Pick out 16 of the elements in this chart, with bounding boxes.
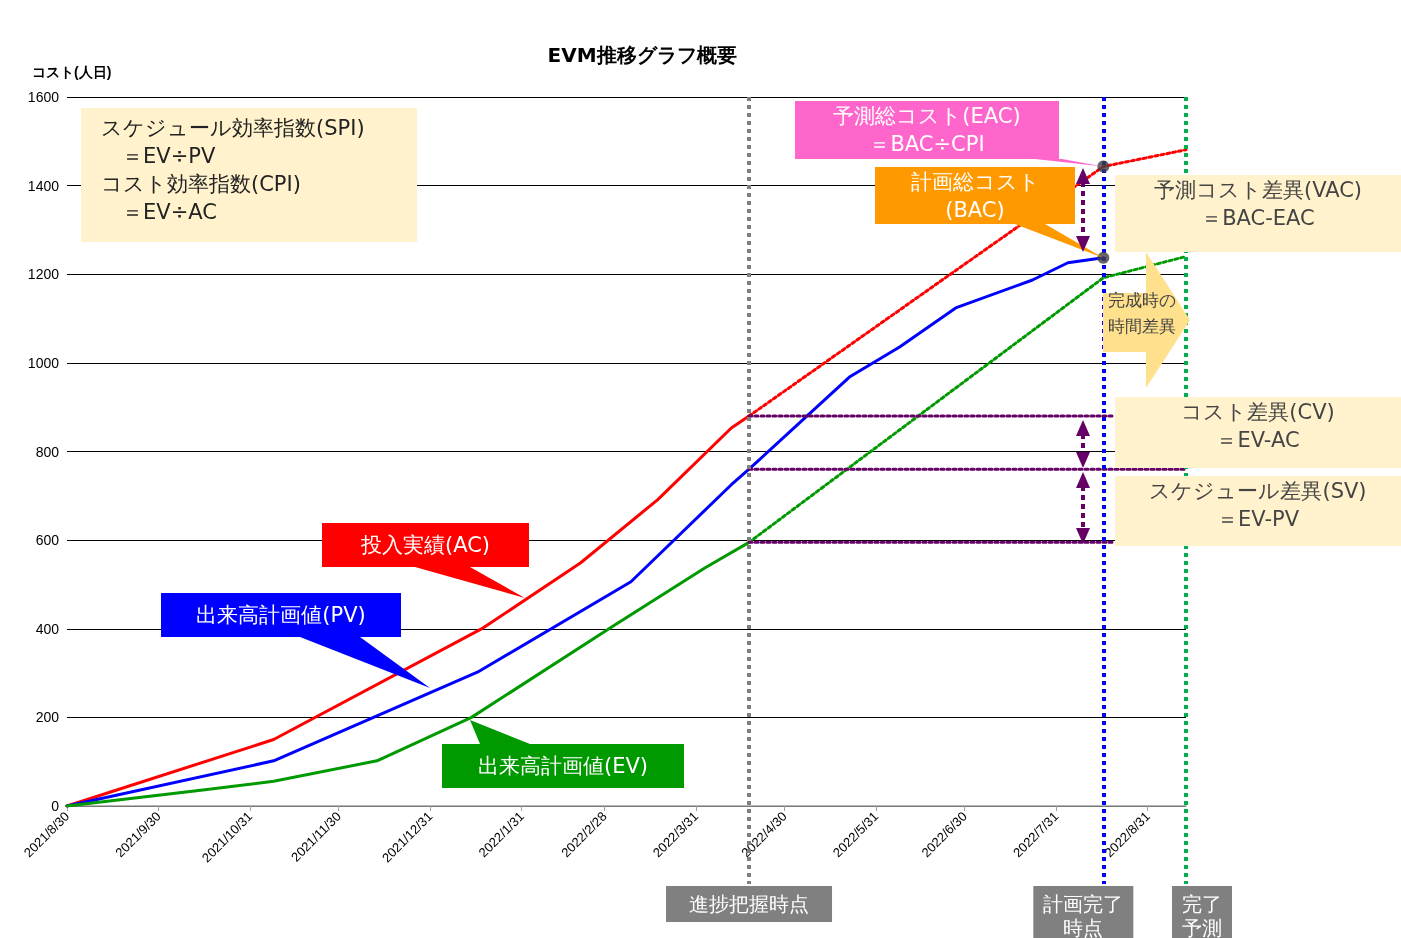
y-tick-label: 1200 <box>27 266 60 283</box>
y-tick-label: 1000 <box>27 354 60 371</box>
y-tick-label: 0 <box>51 798 60 814</box>
y-axis-title: コスト(人日) <box>32 64 112 80</box>
series-label: 出来高計画値(EV) <box>477 753 649 780</box>
y-tick-label: 1600 <box>27 89 60 105</box>
y-tick-label: 200 <box>35 709 60 726</box>
y-tick-label: 800 <box>35 443 60 460</box>
chart-title: EVM推移グラフ概要 <box>547 43 737 67</box>
y-tick-label: 400 <box>35 620 60 637</box>
annotation: 完成時の時間差異 <box>1108 289 1177 338</box>
ref-line-label: 計画完了時点 <box>1043 893 1124 938</box>
y-tick-label: 1400 <box>27 177 60 194</box>
ref-line-label: 完了予測 <box>1182 893 1222 938</box>
y-tick-label: 600 <box>35 532 60 549</box>
ref-line-label: 進捗把握時点 <box>689 893 810 915</box>
